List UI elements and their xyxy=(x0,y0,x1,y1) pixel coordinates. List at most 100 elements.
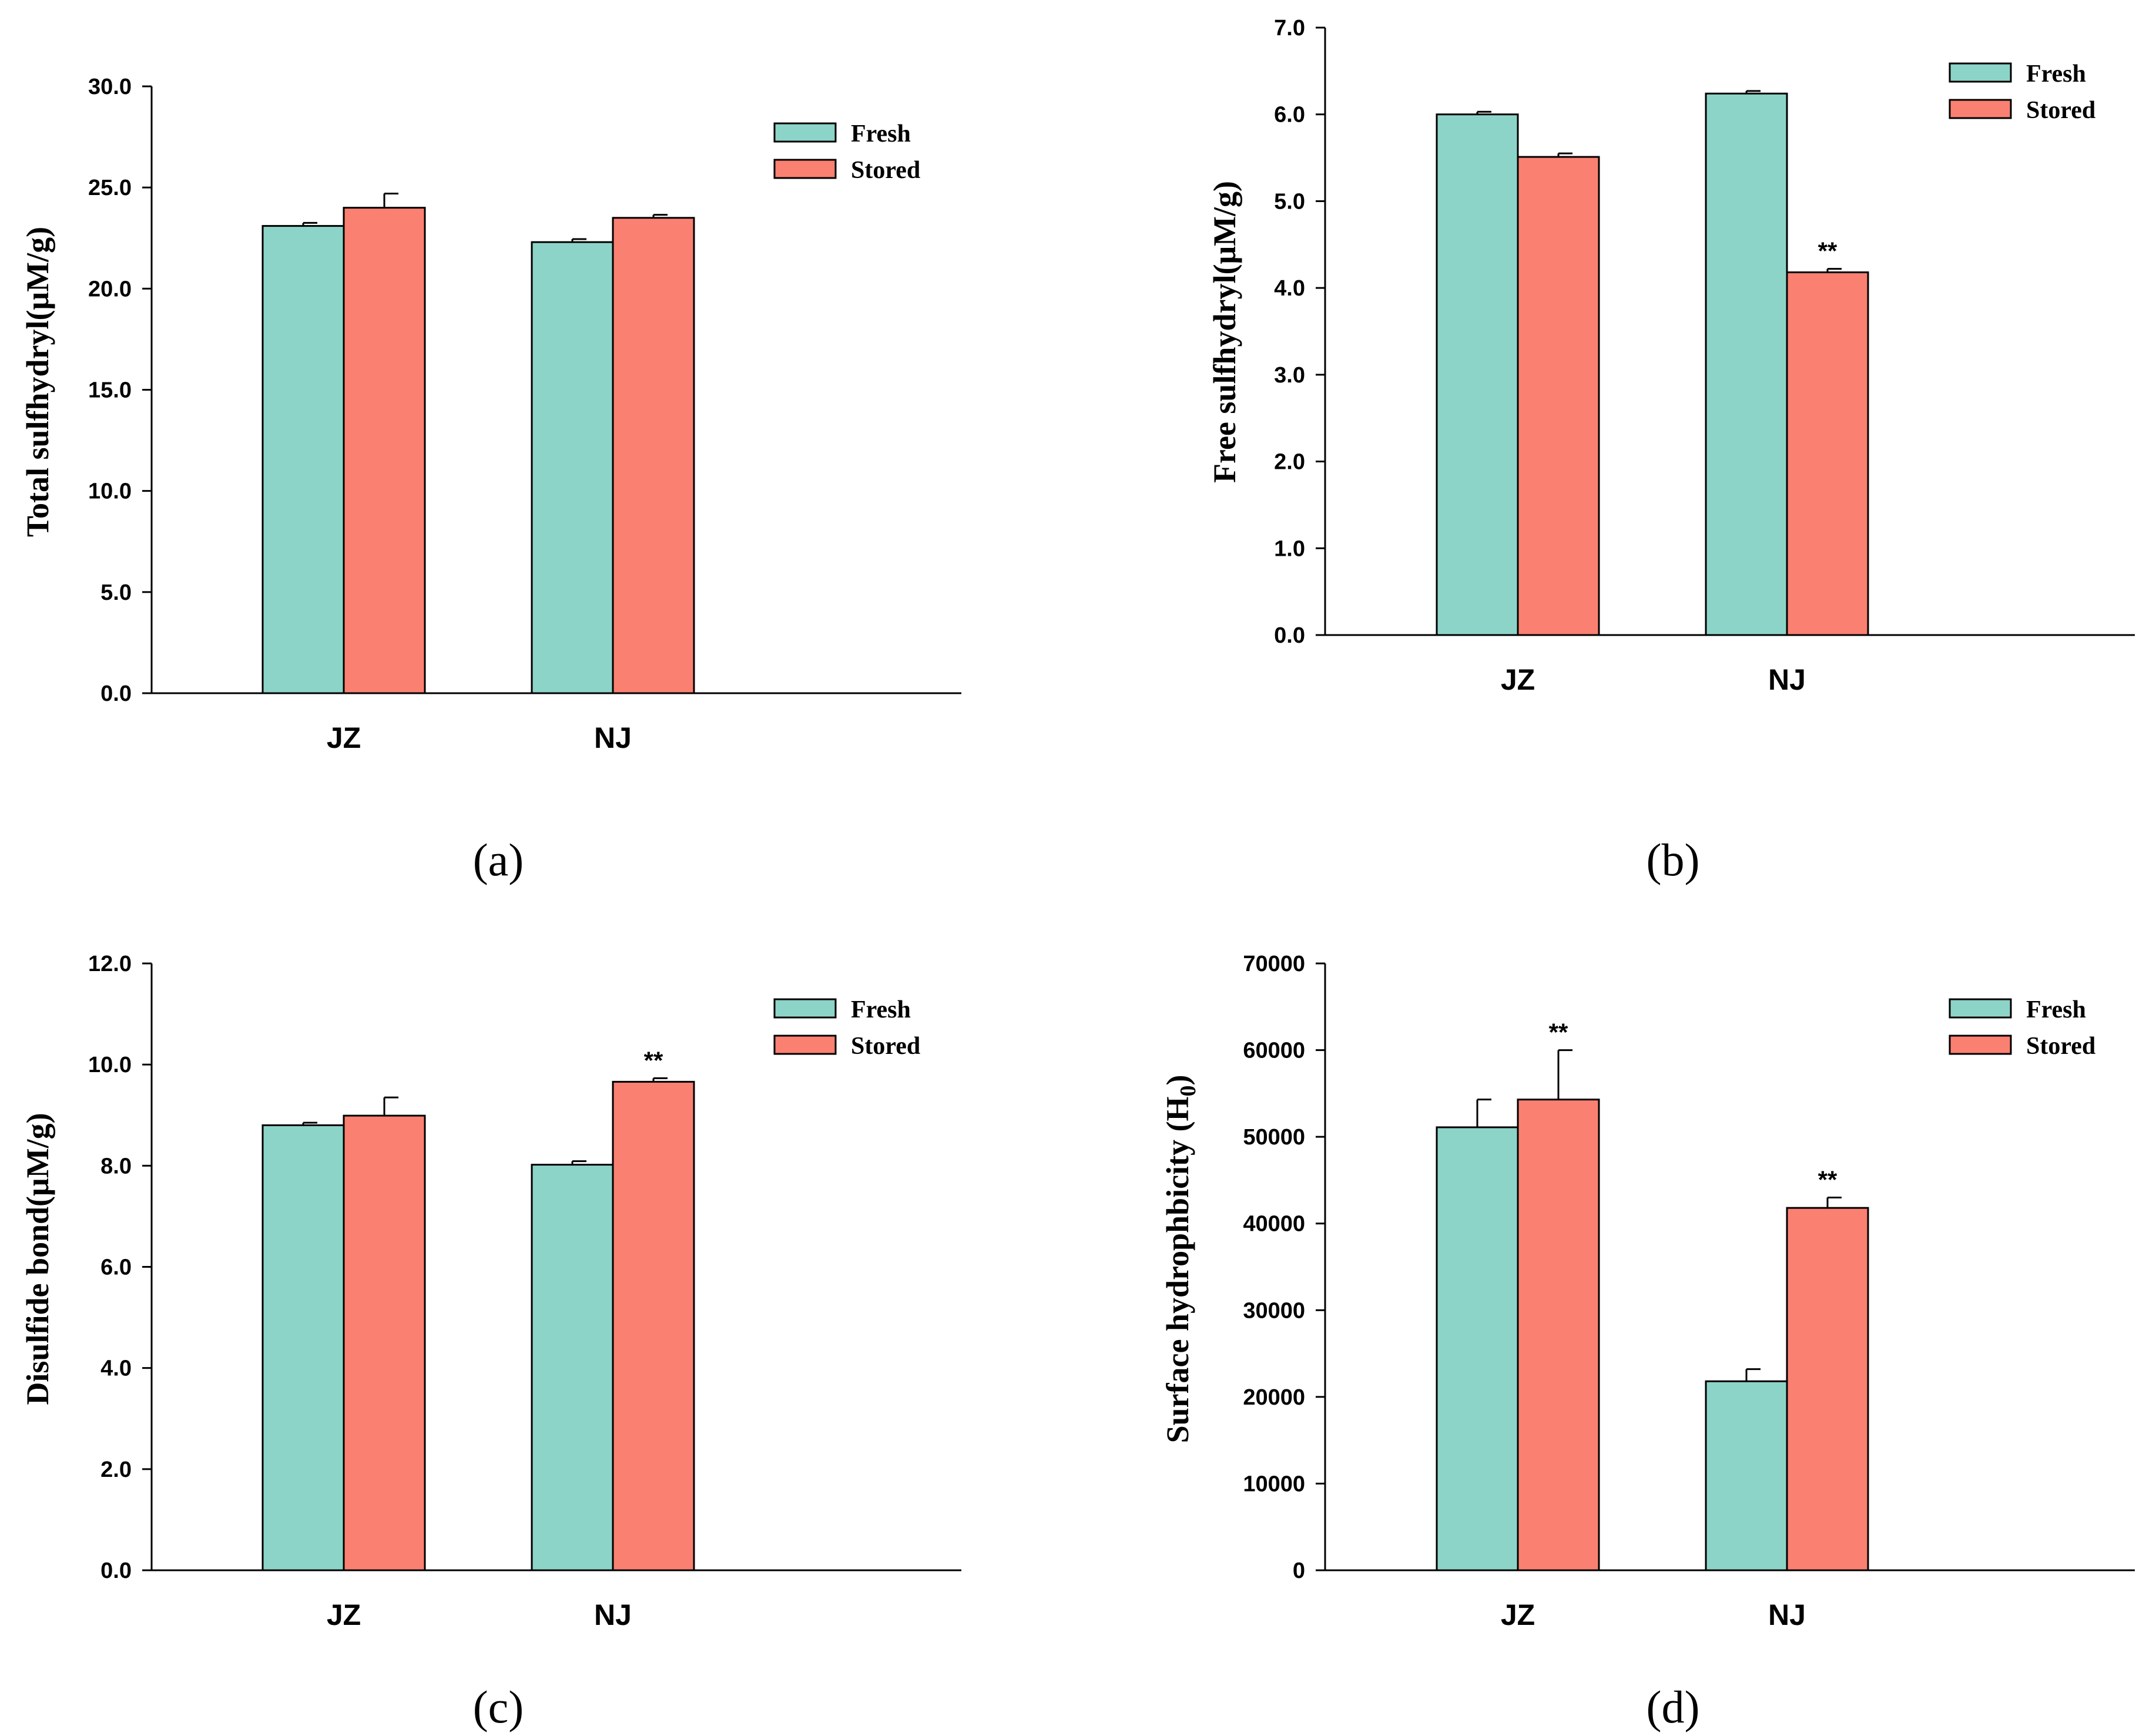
panel-b-ytick-label: 3.0 xyxy=(1274,363,1305,388)
panel-d-y-title-subscript: 0 xyxy=(1176,1085,1201,1096)
panel-d-bars: ** ** xyxy=(1436,1019,1869,1571)
panel-b-categories: JZ NJ xyxy=(1501,663,1806,696)
panel-b-category-nj: NJ xyxy=(1768,663,1806,696)
panel-a-ytick-label: 20.0 xyxy=(88,277,132,301)
panel-b-ytick-label: 2.0 xyxy=(1274,450,1305,475)
panel-b-legend-stored-swatch xyxy=(1949,99,2012,119)
panel-a-ytick-label: 15.0 xyxy=(88,378,132,403)
panel-c-categories: JZ NJ xyxy=(327,1598,632,1631)
panel-a-legend-fresh-swatch xyxy=(773,122,837,143)
panel-d-legend-stored-swatch xyxy=(1949,1035,2012,1055)
panel-a-bars xyxy=(261,192,695,694)
panel-d-ytick-label: 70000 xyxy=(1243,952,1305,976)
panel-b-ytick-label: 4.0 xyxy=(1274,276,1305,301)
panel-a-legend-stored-label: Stored xyxy=(851,157,920,184)
panel-d-ytick-label: 10000 xyxy=(1243,1472,1305,1496)
panel-a-legend-stored-swatch xyxy=(773,159,837,179)
panel-b-bar-stored-jz xyxy=(1517,156,1600,636)
panel-d-significance-jz: ** xyxy=(1549,1019,1568,1046)
panel-c-ytick-label: 4.0 xyxy=(100,1356,132,1381)
panel-c-label: (c) xyxy=(473,1681,524,1732)
panel-c-ticks: 0.0 2.0 4.0 6.0 8.0 10.0 12.0 xyxy=(88,952,152,1583)
panel-d: Surface hydrophbicity (H0) 0100002000030… xyxy=(1160,952,2135,1732)
panel-b-y-title: Free sulfhydryl(μM/g) xyxy=(1207,181,1242,483)
panel-c-ytick-label: 2.0 xyxy=(100,1457,132,1482)
panel-c-bar-fresh-nj xyxy=(531,1164,614,1571)
panel-b-label: (b) xyxy=(1647,834,1700,885)
panel-c-bar-stored-nj xyxy=(612,1080,695,1571)
panel-c-ytick-label: 12.0 xyxy=(88,952,132,976)
panel-d-legend-fresh-swatch xyxy=(1949,998,2012,1019)
panel-b-bar-fresh-jz xyxy=(1436,113,1519,636)
panel-d-legend-fresh-label: Fresh xyxy=(2026,996,2086,1023)
panel-c-legend-stored-label: Stored xyxy=(851,1033,920,1060)
panel-a-category-jz: JZ xyxy=(327,721,361,754)
panel-a-bar-fresh-nj xyxy=(531,241,614,694)
panel-a-ytick-label: 5.0 xyxy=(100,580,132,605)
panel-a-y-title: Total sulfhydryl(μM/g) xyxy=(20,227,55,537)
panel-b-bar-fresh-nj xyxy=(1705,92,1788,636)
panel-d-category-nj: NJ xyxy=(1768,1598,1806,1631)
panel-b-legend-stored-label: Stored xyxy=(2026,97,2095,124)
panel-d-ytick-label: 30000 xyxy=(1243,1298,1305,1323)
panel-d-legend: Fresh Stored xyxy=(1949,996,2095,1060)
panel-b-ytick-label: 0.0 xyxy=(1274,623,1305,648)
panel-b-legend-fresh-swatch xyxy=(1949,62,2012,83)
panel-b-legend: Fresh Stored xyxy=(1949,61,2095,124)
panel-d-categories: JZ NJ xyxy=(1501,1598,1806,1631)
panel-c-category-nj: NJ xyxy=(594,1598,632,1631)
panel-d-ytick-label: 0 xyxy=(1293,1559,1305,1583)
panel-a: Total sulfhydryl(μM/g) 0.0 5.0 10.0 15.0 20.… xyxy=(20,75,961,885)
panel-a-bar-fresh-jz xyxy=(261,225,345,694)
panel-c-legend-fresh-label: Fresh xyxy=(851,996,911,1023)
panel-c-bar-fresh-jz xyxy=(261,1124,345,1571)
panel-a-ticks: 0.0 5.0 10.0 15.0 20.0 25.0 30.0 xyxy=(88,75,152,706)
panel-d-ytick-label: 20000 xyxy=(1243,1385,1305,1410)
panel-c-legend-stored-swatch xyxy=(773,1035,837,1055)
panel-a-ytick-label: 30.0 xyxy=(88,75,132,99)
panel-c-bars: ** xyxy=(261,1046,695,1571)
panel-c-legend-fresh-swatch xyxy=(773,998,837,1019)
panel-b-ytick-label: 6.0 xyxy=(1274,103,1305,127)
panel-c-category-jz: JZ xyxy=(327,1598,361,1631)
panel-b-category-jz: JZ xyxy=(1501,663,1535,696)
panel-b-ticks: 0.0 1.0 2.0 3.0 4.0 5.0 6.0 7.0 xyxy=(1274,16,1325,648)
panel-d-legend-stored-label: Stored xyxy=(2026,1033,2095,1060)
panel-c-ytick-label: 8.0 xyxy=(100,1154,132,1178)
panel-d-bar-fresh-nj xyxy=(1705,1380,1788,1571)
panel-a-bar-stored-jz xyxy=(343,207,426,694)
panel-d-category-jz: JZ xyxy=(1501,1598,1535,1631)
panel-a-category-nj: NJ xyxy=(594,721,632,754)
panel-d-ytick-label: 40000 xyxy=(1243,1212,1305,1237)
panel-a-legend-fresh-label: Fresh xyxy=(851,120,911,147)
panel-d-bar-stored-nj xyxy=(1786,1207,1869,1571)
panel-d-y-title-suffix: ) xyxy=(1160,1074,1195,1085)
panel-c-legend: Fresh Stored xyxy=(773,996,920,1060)
panel-d-y-title-main: Surface hydrophbicity (H xyxy=(1160,1096,1195,1443)
panel-a-ytick-label: 0.0 xyxy=(100,681,132,706)
panel-a-legend: Fresh Stored xyxy=(773,120,920,184)
panel-d-y-title: Surface hydrophbicity (H0) xyxy=(1160,1074,1201,1443)
panel-b-significance-nj: ** xyxy=(1818,237,1838,265)
panel-c-bar-stored-jz xyxy=(343,1114,426,1571)
panel-d-ytick-label: 60000 xyxy=(1243,1039,1305,1063)
panel-d-bar-stored-jz xyxy=(1517,1099,1600,1571)
panel-a-categories: JZ NJ xyxy=(327,721,632,754)
panel-c: Disulfide bond(μM/g) 0.0 2.0 4.0 6.0 8.0 10.0… xyxy=(20,952,961,1732)
panel-d-significance-nj: ** xyxy=(1818,1166,1838,1193)
panel-b-bars: ** xyxy=(1436,90,1869,636)
panel-b-ytick-label: 1.0 xyxy=(1274,536,1305,561)
panel-d-bar-fresh-jz xyxy=(1436,1126,1519,1571)
panel-a-label: (a) xyxy=(473,834,524,885)
panel-a-bar-stored-nj xyxy=(612,217,695,694)
panel-d-label: (d) xyxy=(1647,1681,1700,1732)
panel-b-legend-fresh-label: Fresh xyxy=(2026,61,2086,88)
panel-c-ytick-label: 0.0 xyxy=(100,1559,132,1583)
panel-b-bar-stored-nj xyxy=(1786,271,1869,636)
panel-a-ytick-label: 25.0 xyxy=(88,176,132,200)
panel-d-ticks: 0 10000 20000 30000 40000 50000 60000 70000 xyxy=(1243,952,1325,1583)
panel-d-ytick-label: 50000 xyxy=(1243,1125,1305,1150)
panel-a-ytick-label: 10.0 xyxy=(88,479,132,504)
panel-b-ytick-label: 7.0 xyxy=(1274,16,1305,41)
